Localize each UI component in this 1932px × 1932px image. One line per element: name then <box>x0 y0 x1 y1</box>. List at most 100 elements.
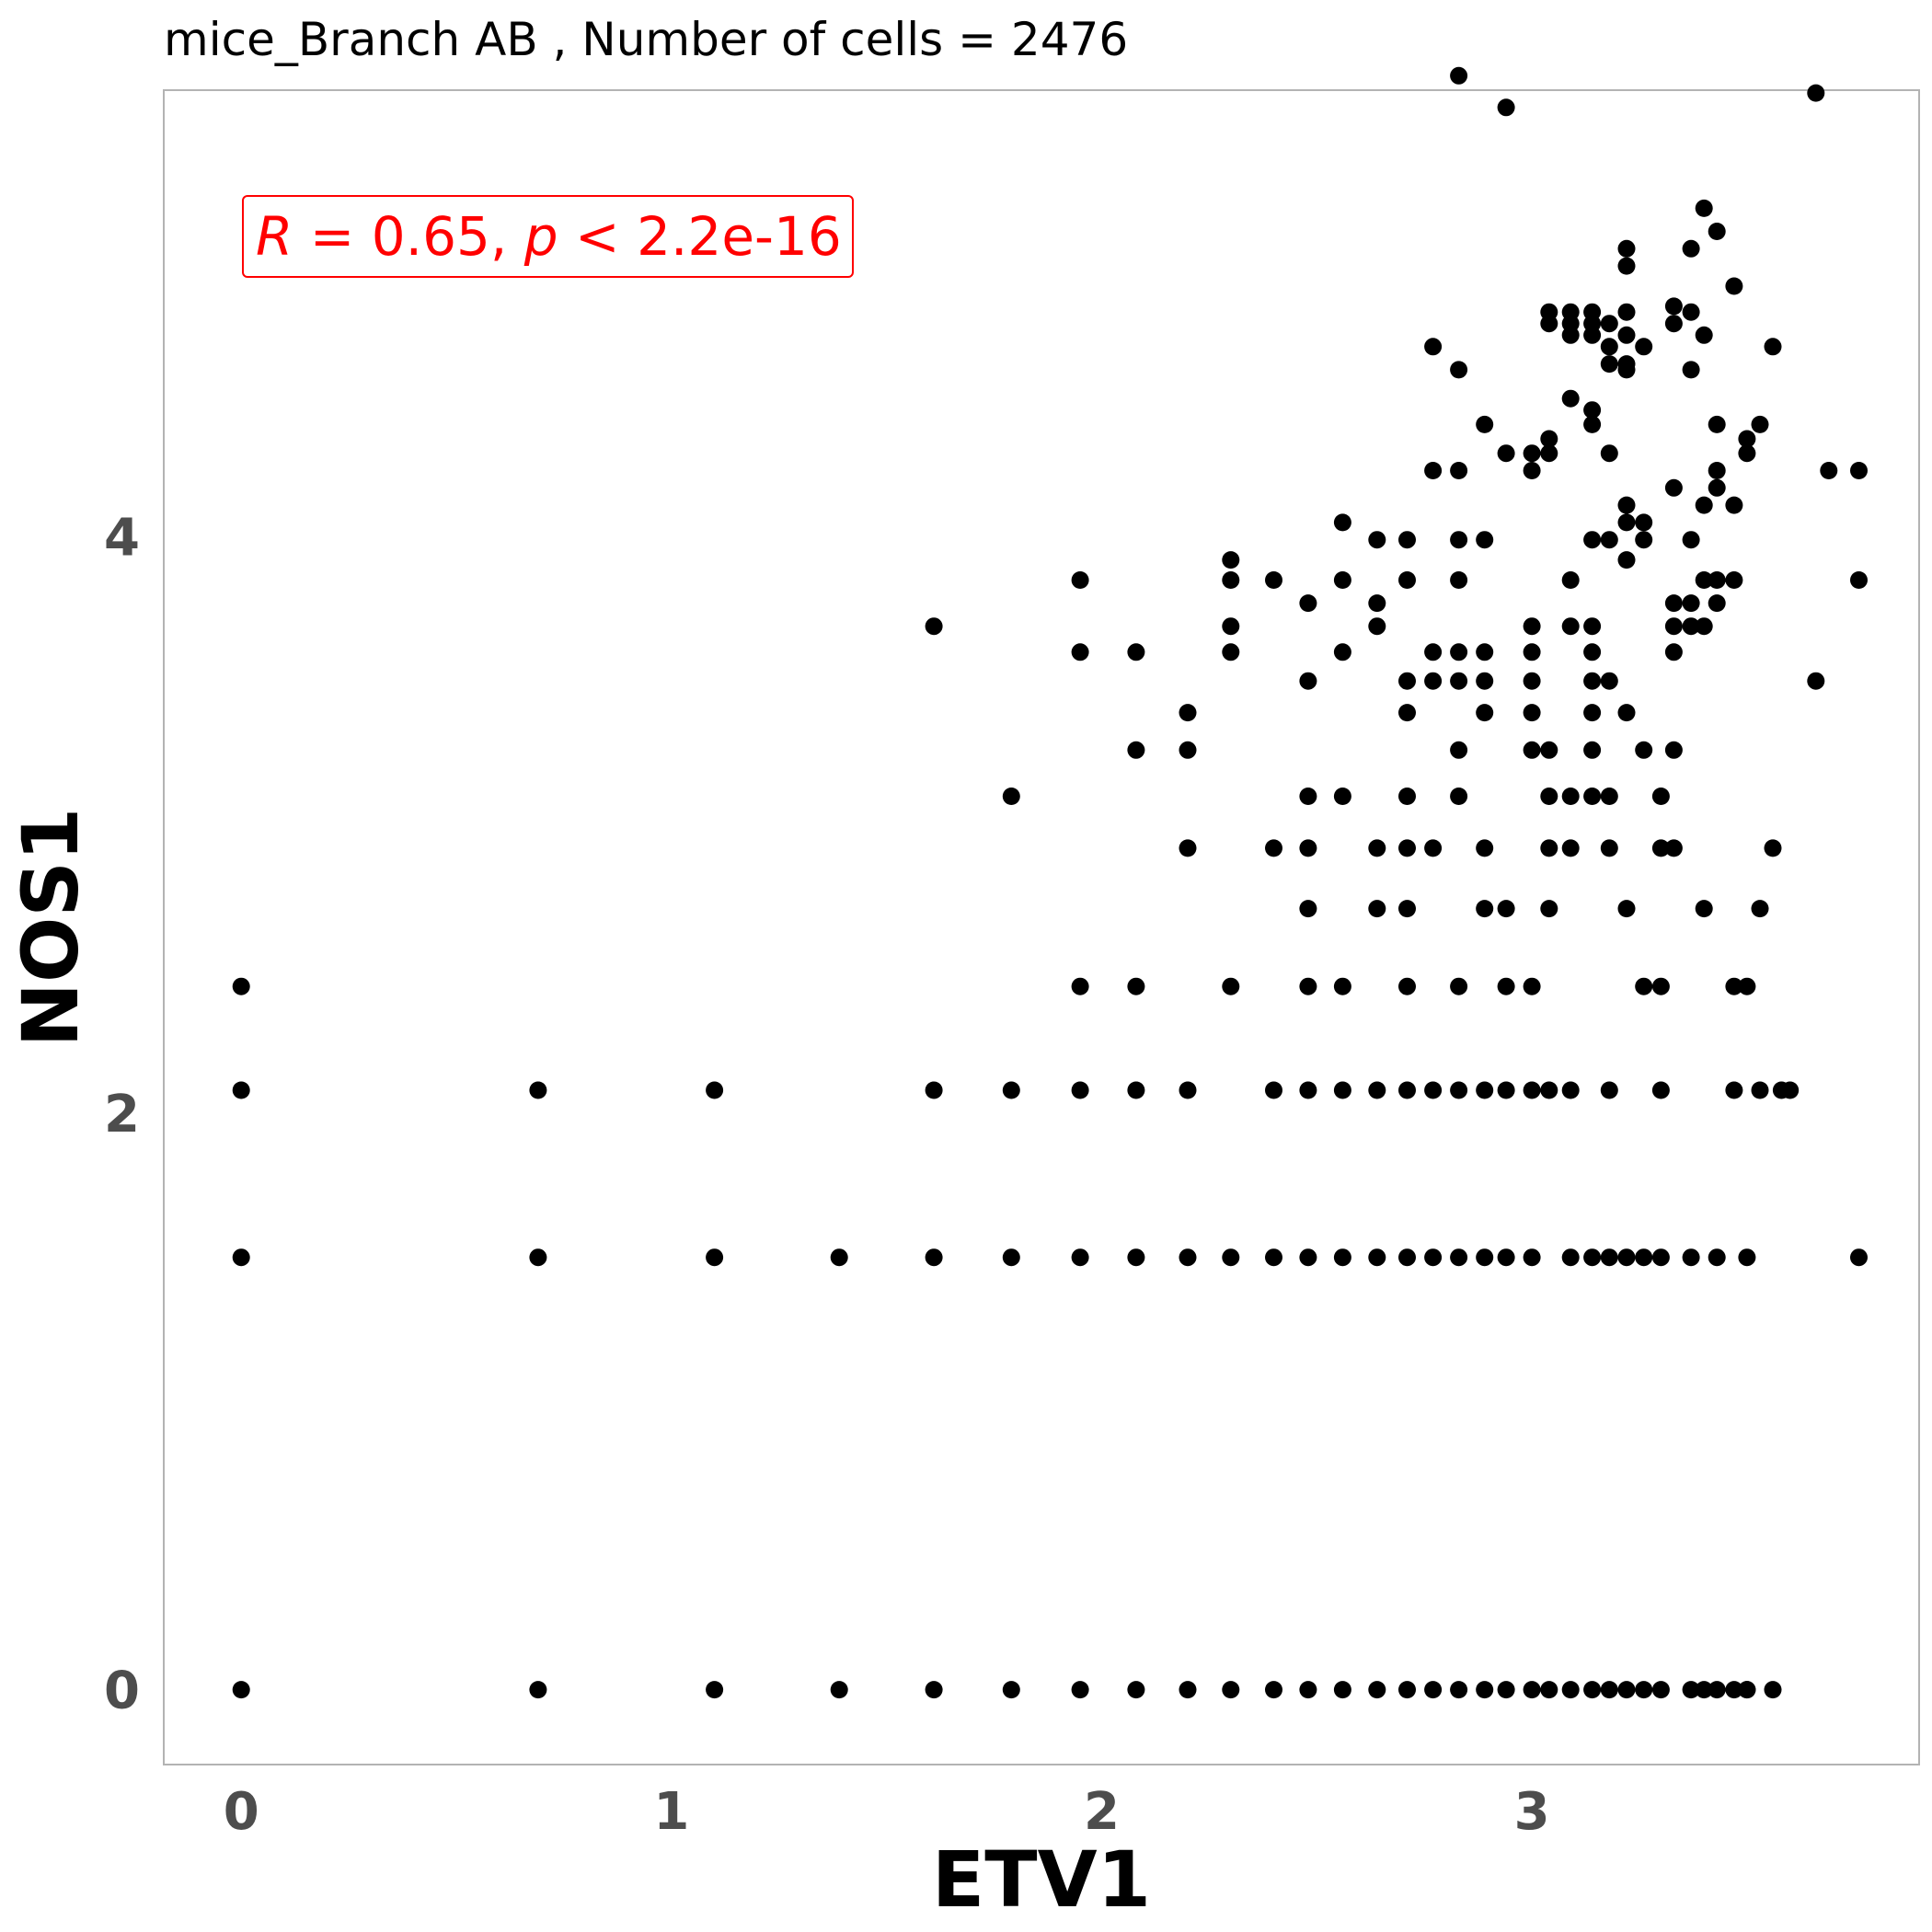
data-point <box>1523 704 1541 722</box>
data-point <box>232 1248 250 1267</box>
data-point <box>1651 1081 1670 1099</box>
data-point <box>1450 741 1468 759</box>
data-point <box>1222 1248 1240 1267</box>
data-point <box>1651 788 1670 805</box>
data-point <box>1807 84 1825 102</box>
data-point <box>925 617 943 636</box>
data-point <box>1265 1681 1282 1699</box>
data-point <box>1561 788 1580 805</box>
data-point <box>1682 303 1700 321</box>
data-point <box>1333 1248 1351 1267</box>
data-point <box>1561 839 1580 857</box>
data-point <box>529 1248 547 1267</box>
data-point <box>1725 1681 1743 1699</box>
data-point <box>1695 617 1713 636</box>
data-point <box>1600 355 1618 374</box>
data-point <box>1333 1081 1351 1099</box>
data-point <box>1476 415 1494 433</box>
data-point <box>1424 338 1443 356</box>
data-point <box>1583 531 1602 549</box>
data-point <box>1540 1081 1558 1099</box>
data-point <box>1299 900 1317 918</box>
data-point <box>1651 1248 1670 1267</box>
data-point <box>1222 617 1240 636</box>
data-point <box>1617 239 1636 258</box>
data-point <box>1583 1248 1602 1267</box>
data-point <box>1450 66 1468 85</box>
data-point <box>1071 643 1089 661</box>
x-tick-label: 3 <box>1514 1782 1550 1842</box>
data-point <box>1738 430 1756 448</box>
data-point <box>1651 1681 1670 1699</box>
data-point <box>1583 788 1602 805</box>
data-point <box>1561 303 1580 321</box>
data-point <box>1179 741 1197 759</box>
data-point <box>1617 496 1636 514</box>
data-point <box>1265 1081 1282 1099</box>
data-point <box>1664 741 1683 759</box>
y-tick-label: 4 <box>104 509 140 569</box>
data-point <box>1450 977 1468 995</box>
data-point <box>1617 257 1636 275</box>
data-point <box>1561 617 1580 636</box>
data-point <box>1071 1248 1089 1267</box>
data-point <box>232 1681 250 1699</box>
data-point <box>1071 571 1089 589</box>
data-point <box>1540 788 1558 805</box>
data-point <box>1617 513 1636 532</box>
data-point <box>1127 977 1145 995</box>
data-point <box>1807 672 1825 690</box>
stat-p-value: < 2.2e-16 <box>558 205 842 268</box>
chart-title: mice_Branch AB , Number of cells = 2476 <box>164 13 1128 66</box>
data-point <box>1179 839 1197 857</box>
data-point <box>1398 839 1416 857</box>
data-point <box>1398 1081 1416 1099</box>
data-point <box>1368 594 1386 613</box>
data-point <box>1695 199 1713 217</box>
data-point <box>1333 643 1351 661</box>
data-point <box>1600 1081 1618 1099</box>
y-tick-label: 0 <box>104 1662 140 1721</box>
x-tick-label: 0 <box>224 1782 259 1842</box>
data-point <box>529 1081 547 1099</box>
data-point <box>1617 355 1636 374</box>
data-point <box>1179 1681 1197 1699</box>
data-point <box>1682 239 1700 258</box>
data-point <box>1127 1681 1145 1699</box>
data-point <box>1682 531 1700 549</box>
data-point <box>1540 839 1558 857</box>
data-point <box>1450 571 1468 589</box>
data-point <box>1708 1248 1726 1267</box>
data-point <box>1523 1248 1541 1267</box>
data-point <box>1450 788 1468 805</box>
data-point <box>1751 415 1769 433</box>
data-point <box>1523 1681 1541 1699</box>
data-point <box>1476 704 1494 722</box>
data-point <box>1600 338 1618 356</box>
data-point <box>1682 1248 1700 1267</box>
data-point <box>1708 223 1726 240</box>
x-tick-label: 1 <box>653 1782 689 1842</box>
data-point <box>232 977 250 995</box>
data-point <box>1398 977 1416 995</box>
data-point <box>925 1081 943 1099</box>
data-point <box>1850 571 1868 589</box>
data-point <box>1476 839 1494 857</box>
data-point <box>1561 1248 1580 1267</box>
data-point <box>1682 1681 1700 1699</box>
data-point <box>1450 1248 1468 1267</box>
data-point <box>1299 672 1317 690</box>
data-point <box>1523 462 1541 479</box>
data-point <box>1583 617 1602 636</box>
data-point <box>1424 462 1443 479</box>
data-point <box>1398 571 1416 589</box>
data-point <box>1617 1248 1636 1267</box>
data-point <box>1299 788 1317 805</box>
data-point <box>1695 326 1713 344</box>
data-point <box>1424 643 1443 661</box>
data-point <box>1561 389 1580 408</box>
data-point <box>1695 496 1713 514</box>
data-point <box>1583 1681 1602 1699</box>
data-point <box>1850 462 1868 479</box>
